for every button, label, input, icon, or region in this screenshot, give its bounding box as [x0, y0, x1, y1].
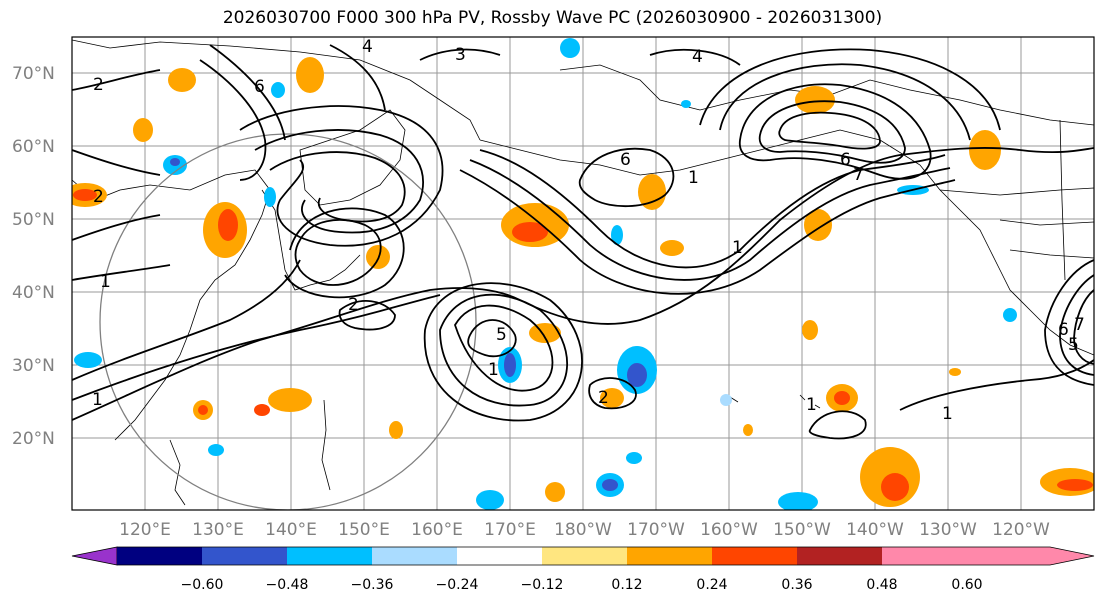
lon-label: 150°E — [338, 520, 390, 540]
pc-shading — [72, 38, 1094, 510]
colorbar-tick: 0.12 — [611, 577, 642, 593]
contour-label: 6 — [840, 150, 851, 170]
contour-label: 1 — [100, 272, 111, 292]
contour-label: 2 — [93, 75, 104, 95]
lon-label: 130°W — [919, 520, 977, 540]
contour-label: 2 — [93, 187, 104, 207]
contour-label: 5 — [496, 325, 507, 345]
lon-label: 180°W — [554, 520, 612, 540]
lon-label: 120°E — [119, 520, 171, 540]
lat-label: 60°N — [12, 137, 55, 157]
contour-label: 7 — [1074, 315, 1085, 335]
map-title: 2026030700 F000 300 hPa PV, Rossby Wave … — [222, 8, 883, 28]
lon-label: 140°W — [846, 520, 904, 540]
contour-label: 6 — [254, 77, 265, 97]
colorbar-tick: 0.48 — [866, 577, 897, 593]
colorbar-segment — [797, 547, 882, 565]
contour-label: 4 — [692, 47, 703, 67]
contour-label: 2 — [598, 388, 609, 408]
contour-label: 7 — [853, 165, 864, 185]
lon-label: 150°W — [773, 520, 831, 540]
contour-label: 1 — [942, 404, 953, 424]
contour-label: 1 — [732, 238, 743, 258]
colorbar-tick: 0.36 — [781, 577, 812, 593]
colorbar-segment — [372, 547, 457, 565]
colorbar-tick: −0.60 — [181, 577, 224, 593]
contour-label: 5 — [1068, 335, 1079, 355]
lat-label: 70°N — [12, 64, 55, 84]
contour-label: 6 — [1058, 320, 1069, 340]
contour-labels: 2 6 4 3 2 1 5 1 2 6 4 1 1 6 7 1 2 6 7 5 … — [92, 37, 1085, 424]
lon-label: 170°E — [484, 520, 536, 540]
lon-label: 160°E — [411, 520, 463, 540]
colorbar-tick: −0.12 — [521, 577, 564, 593]
lon-label: 130°E — [192, 520, 244, 540]
pv-contours — [72, 44, 1094, 440]
contour-label: 1 — [806, 395, 817, 415]
colorbar-extend-high — [967, 547, 1094, 565]
contour-label: 4 — [362, 37, 373, 57]
colorbar-segment — [287, 547, 372, 565]
lon-label: 160°W — [700, 520, 758, 540]
colorbar-segment — [712, 547, 797, 565]
colorbar-segment — [457, 547, 542, 565]
colorbar-segment — [202, 547, 287, 565]
colorbar-ticks: −0.60 −0.48 −0.36 −0.24 −0.12 0.12 0.24 … — [181, 577, 983, 593]
contour-label: 1 — [488, 360, 499, 380]
colorbar-segment — [882, 547, 967, 565]
contour-label: 2 — [348, 295, 359, 315]
latitude-labels: 70°N 60°N 50°N 40°N 30°N 20°N — [12, 64, 55, 449]
longitude-labels: 120°E 130°E 140°E 150°E 160°E 170°E 180°… — [119, 520, 1050, 540]
lat-label: 50°N — [12, 210, 55, 230]
colorbar-segment — [117, 547, 202, 565]
colorbar-tick: −0.48 — [266, 577, 309, 593]
colorbar-segment — [542, 547, 627, 565]
colorbar: −0.60 −0.48 −0.36 −0.24 −0.12 0.12 0.24 … — [71, 546, 1095, 593]
reference-circle — [99, 133, 477, 510]
gridlines — [72, 37, 1094, 510]
colorbar-tick: −0.24 — [436, 577, 479, 593]
contour-label: 3 — [455, 45, 466, 65]
colorbar-extend-low — [71, 546, 118, 566]
lon-label: 120°W — [992, 520, 1050, 540]
contour-label: 1 — [92, 390, 103, 410]
colorbar-tick: 0.60 — [951, 577, 982, 593]
contour-label: 1 — [688, 168, 699, 188]
lon-label: 140°E — [265, 520, 317, 540]
lon-label: 170°W — [627, 520, 685, 540]
colorbar-tick: 0.24 — [696, 577, 727, 593]
lat-label: 30°N — [12, 356, 55, 376]
lat-label: 40°N — [12, 283, 55, 303]
map-frame — [71, 36, 1095, 511]
lat-label: 20°N — [12, 429, 55, 449]
colorbar-segment — [627, 547, 712, 565]
contour-label: 6 — [620, 150, 631, 170]
colorbar-tick: −0.36 — [351, 577, 394, 593]
